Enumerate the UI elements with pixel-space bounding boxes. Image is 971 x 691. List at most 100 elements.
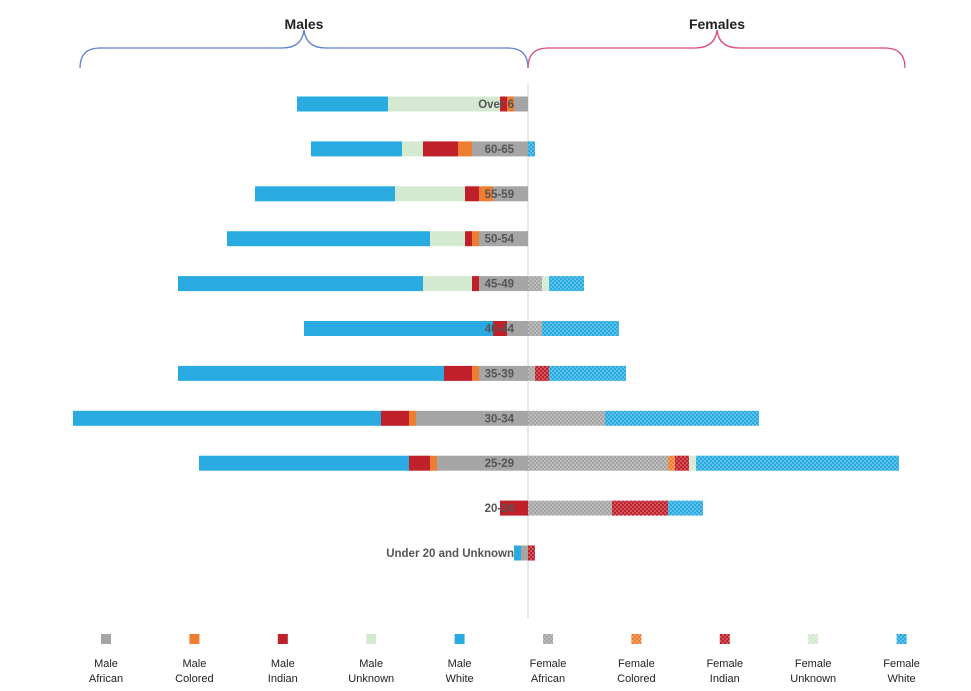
legend-label-line1: Male bbox=[271, 658, 295, 670]
legend-label-line1: Female bbox=[795, 658, 832, 670]
bar-male-african-40-44 bbox=[507, 321, 528, 336]
bar-male-white-55-59 bbox=[255, 186, 395, 202]
bar-male-indian-60-65 bbox=[423, 141, 458, 157]
bar-male-colored-50-54 bbox=[472, 231, 479, 247]
age-labels-layer: Over 6 60-65 55-59 50-54 45-49 40-44 35-39 30-3… bbox=[386, 99, 514, 560]
legend-label-line2: Unknown bbox=[790, 673, 836, 685]
legend-swatch bbox=[277, 634, 288, 644]
bar-male-indian-50-54 bbox=[465, 231, 472, 247]
bar-male-unknown-over-6 bbox=[388, 96, 500, 112]
bar-male-white-50-54 bbox=[227, 231, 430, 247]
bar-male-colored-over-6 bbox=[507, 96, 514, 112]
legend-swatch bbox=[719, 634, 730, 644]
bar-male-white-30-34 bbox=[73, 410, 381, 426]
legend-label-line1: Male bbox=[448, 658, 472, 670]
legend-item-female-white: Female White bbox=[883, 634, 920, 685]
legend-swatch bbox=[631, 634, 642, 644]
legend-label-line1: Female bbox=[618, 658, 655, 670]
legend-item-female-african: Female African bbox=[530, 634, 567, 685]
bar-male-indian-35-39 bbox=[444, 365, 472, 381]
age-label-under-20-and-unknown: Under 20 and Unknown bbox=[386, 548, 514, 560]
bar-male-indian-over-6 bbox=[500, 96, 507, 112]
age-label-30-34: 30-34 bbox=[485, 413, 515, 425]
bar-female-white-40-44 bbox=[542, 321, 619, 336]
bar-female-african-30-34 bbox=[528, 410, 605, 426]
legend-label-line2: African bbox=[531, 673, 565, 685]
age-label-over-6: Over 6 bbox=[478, 99, 514, 111]
age-label-20-24: 20-24 bbox=[485, 503, 515, 515]
bar-female-white-20-24 bbox=[668, 500, 703, 516]
bar-male-african-50-54 bbox=[479, 231, 528, 247]
bar-female-indian-35-39 bbox=[535, 365, 549, 381]
bar-male-colored-25-29 bbox=[430, 455, 437, 471]
legend-swatch bbox=[543, 634, 553, 644]
bar-female-african-25-29 bbox=[528, 455, 668, 471]
bars-layer bbox=[73, 96, 899, 561]
bar-male-african-over-6 bbox=[514, 96, 528, 112]
bar-male-indian-20-24 bbox=[500, 500, 528, 516]
legend: Male African Male Colored Male Indian Male Unkn… bbox=[89, 634, 920, 685]
legend-label-line2: African bbox=[89, 673, 123, 685]
legend-label-line1: Female bbox=[706, 658, 743, 670]
bar-male-unknown-50-54 bbox=[430, 231, 465, 247]
bar-female-african-20-24 bbox=[528, 500, 612, 516]
legend-swatch bbox=[896, 634, 907, 644]
age-label-40-44: 40-44 bbox=[485, 324, 515, 336]
legend-swatch bbox=[189, 634, 200, 644]
bar-male-colored-55-59 bbox=[479, 186, 493, 202]
bar-female-colored-25-29 bbox=[668, 455, 675, 471]
legend-swatch bbox=[101, 634, 111, 644]
bar-male-unknown-60-65 bbox=[402, 141, 423, 157]
legend-label-line1: Male bbox=[182, 658, 206, 670]
bar-female-white-45-49 bbox=[549, 276, 584, 292]
bar-female-african-40-44 bbox=[528, 321, 542, 336]
legend-label-line2: Unknown bbox=[348, 673, 394, 685]
legend-item-male-african: Male African bbox=[89, 634, 123, 685]
males-label: Males bbox=[285, 16, 324, 32]
legend-label-line2: Indian bbox=[268, 673, 298, 685]
legend-label-line2: Colored bbox=[175, 673, 214, 685]
bar-male-colored-35-39 bbox=[472, 365, 479, 381]
bar-female-african-45-49 bbox=[528, 276, 542, 292]
bar-male-african-55-59 bbox=[493, 186, 528, 202]
age-label-50-54: 50-54 bbox=[485, 234, 515, 246]
age-label-35-39: 35-39 bbox=[485, 368, 514, 380]
legend-label-line1: Female bbox=[883, 658, 920, 670]
age-label-25-29: 25-29 bbox=[485, 458, 514, 470]
males-brace: Males bbox=[79, 16, 529, 69]
bar-male-white-40-44 bbox=[304, 321, 493, 336]
bar-male-indian-25-29 bbox=[409, 455, 430, 471]
bar-male-white-35-39 bbox=[178, 365, 444, 381]
bar-male-african-30-34 bbox=[416, 410, 528, 426]
legend-label-line1: Male bbox=[94, 658, 118, 670]
bar-male-indian-30-34 bbox=[381, 410, 409, 426]
bar-male-white-25-29 bbox=[199, 455, 409, 471]
legend-item-female-colored: Female Colored bbox=[617, 634, 656, 685]
bar-male-unknown-45-49 bbox=[423, 276, 472, 292]
bar-female-white-25-29 bbox=[696, 455, 899, 471]
legend-label-line1: Male bbox=[359, 658, 383, 670]
females-label: Females bbox=[689, 16, 745, 32]
bar-male-indian-45-49 bbox=[472, 276, 479, 292]
bar-male-african-under-20-and-unknown bbox=[521, 545, 528, 561]
legend-label-line2: Indian bbox=[710, 673, 740, 685]
bar-male-indian-40-44 bbox=[493, 321, 507, 336]
legend-swatch bbox=[454, 634, 465, 644]
legend-item-male-unknown: Male Unknown bbox=[348, 634, 394, 685]
bar-female-african-35-39 bbox=[528, 365, 535, 381]
legend-label-line1: Female bbox=[530, 658, 567, 670]
bar-female-white-35-39 bbox=[549, 365, 626, 381]
bar-female-unknown-25-29 bbox=[689, 455, 696, 471]
bar-male-white-60-65 bbox=[311, 141, 402, 157]
legend-item-female-unknown: Female Unknown bbox=[790, 634, 836, 685]
females-brace: Females bbox=[527, 16, 906, 69]
bar-male-white-under-20-and-unknown bbox=[514, 545, 521, 561]
bar-female-indian-under-20-and-unknown bbox=[528, 545, 535, 561]
bar-male-colored-30-34 bbox=[409, 410, 416, 426]
bar-male-indian-55-59 bbox=[465, 186, 479, 202]
bar-male-african-45-49 bbox=[479, 276, 528, 292]
legend-label-line2: White bbox=[446, 673, 474, 685]
age-label-45-49: 45-49 bbox=[485, 279, 514, 291]
legend-swatch bbox=[808, 634, 819, 644]
